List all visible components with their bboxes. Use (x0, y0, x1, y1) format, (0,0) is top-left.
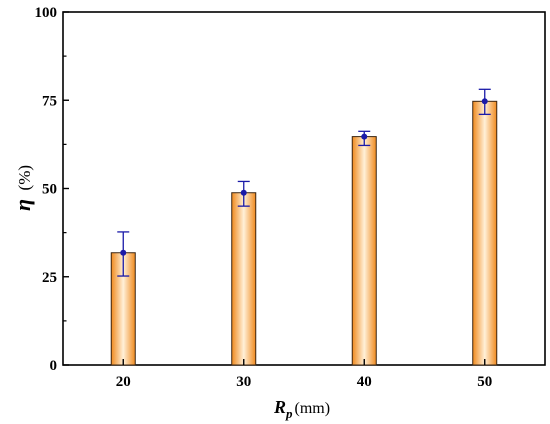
bars-group (110, 100, 498, 366)
y-axis-title: η (%) (10, 165, 35, 211)
x-tick-label: 50 (477, 374, 492, 390)
y-tick-label: 25 (42, 270, 57, 286)
bar (472, 100, 498, 366)
y-axis-unit: (%) (15, 165, 34, 190)
error-bars-group (117, 88, 491, 277)
x-tick-label: 20 (116, 374, 131, 390)
bar (231, 192, 257, 366)
y-tick-label: 50 (42, 182, 57, 198)
x-axis-title: Rp (mm) (273, 397, 330, 421)
x-axis-ticks: 20 30 40 50 (116, 359, 492, 390)
y-tick-label: 0 (50, 358, 58, 374)
y-axis-symbol: η (10, 199, 35, 211)
x-tick-label: 30 (236, 374, 251, 390)
mean-marker (481, 98, 488, 105)
bar (351, 136, 377, 366)
mean-marker (240, 189, 247, 196)
y-tick-label: 75 (42, 93, 57, 109)
x-axis-unit: (mm) (294, 400, 330, 417)
x-tick-label: 40 (357, 374, 372, 390)
x-axis-symbol: R (273, 397, 286, 417)
mean-marker (120, 249, 127, 256)
mean-marker (361, 133, 368, 140)
y-tick-label: 100 (35, 5, 58, 21)
x-axis-subscript: p (285, 406, 293, 421)
y-axis-ticks: 0 25 50 75 100 (35, 5, 69, 374)
